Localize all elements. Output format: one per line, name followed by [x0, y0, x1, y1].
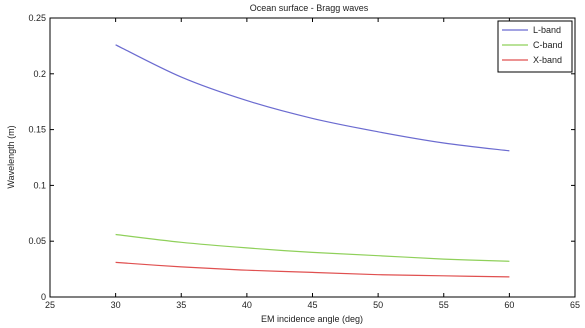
plot-area-frame [50, 18, 575, 297]
legend-label: C-band [533, 40, 563, 50]
chart-title: Ocean surface - Bragg waves [250, 3, 369, 13]
y-tick-label: 0 [41, 292, 46, 302]
x-tick-label: 35 [176, 300, 186, 310]
legend: L-band C-band X-band [498, 21, 572, 72]
y-tick-label: 0.15 [28, 125, 46, 135]
x-tick-label: 60 [504, 300, 514, 310]
x-tick-label: 50 [373, 300, 383, 310]
legend-label: L-band [533, 25, 561, 35]
y-axis-label: Wavelength (m) [6, 125, 16, 188]
y-tick-label: 0.25 [28, 13, 46, 23]
x-tick-label: 30 [111, 300, 121, 310]
y-tick-label: 0.05 [28, 236, 46, 246]
y-tick-label: 0.1 [33, 180, 46, 190]
x-tick-label: 45 [307, 300, 317, 310]
x-tick-label: 55 [439, 300, 449, 310]
x-tick-label: 40 [242, 300, 252, 310]
legend-label: X-band [533, 55, 562, 65]
x-tick-label: 25 [45, 300, 55, 310]
x-axis-label: EM incidence angle (deg) [261, 314, 363, 324]
y-tick-label: 0.2 [33, 69, 46, 79]
x-tick-label: 65 [570, 300, 580, 310]
